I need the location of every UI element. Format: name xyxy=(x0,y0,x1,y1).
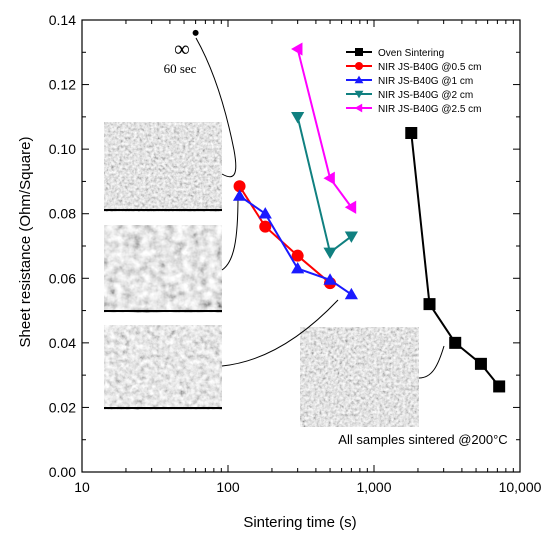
infinity-symbol: ∞ xyxy=(174,36,190,61)
y-tick-label: 0.04 xyxy=(49,335,76,351)
series-line xyxy=(238,185,331,284)
series-line xyxy=(296,116,352,255)
legend-label: NIR JS-B40G @1 cm xyxy=(378,76,473,87)
sec-label: 60 sec xyxy=(164,61,197,76)
x-tick-label: 100 xyxy=(216,479,240,495)
connector-line-1 xyxy=(195,37,237,178)
data-point xyxy=(232,189,247,201)
series-1 xyxy=(233,180,337,290)
x-tick-label: 10,000 xyxy=(499,479,542,495)
sem-image-3 xyxy=(104,325,222,410)
sem-image-4 xyxy=(300,327,419,427)
y-axis-title: Sheet resistance (Ohm/Square) xyxy=(17,137,34,348)
y-tick-label: 0.10 xyxy=(49,141,76,157)
data-point xyxy=(291,262,305,274)
data-point xyxy=(259,220,272,233)
data-point xyxy=(291,42,303,56)
data-point xyxy=(344,231,358,243)
y-tick-label: 0.02 xyxy=(49,399,76,415)
connector-line-3 xyxy=(221,299,339,367)
data-point-60sec xyxy=(192,29,199,36)
y-tick-label: 0.06 xyxy=(49,270,76,286)
series-3 xyxy=(291,112,358,260)
x-tick-label: 10 xyxy=(74,479,90,495)
legend-marker xyxy=(354,103,363,113)
x-axis-title: Sintering time (s) xyxy=(243,514,356,531)
connector-line-2 xyxy=(221,195,239,271)
data-point xyxy=(449,336,462,349)
series-0 xyxy=(405,127,506,393)
data-point xyxy=(233,180,246,193)
series-line xyxy=(296,48,353,208)
y-tick-label: 0.14 xyxy=(49,12,76,28)
data-point xyxy=(344,200,357,214)
sintering-note: All samples sintered @200°C xyxy=(338,432,507,447)
data-point xyxy=(291,249,304,262)
legend-label: NIR JS-B40G @0.5 cm xyxy=(378,62,482,73)
connector-line-4 xyxy=(418,345,445,379)
data-point xyxy=(423,298,436,311)
data-point xyxy=(344,287,358,300)
y-tick-label: 0.00 xyxy=(49,464,76,480)
data-point xyxy=(323,273,337,285)
sem-image-2 xyxy=(104,225,222,313)
data-point xyxy=(291,112,305,124)
data-point xyxy=(493,380,506,393)
data-point xyxy=(405,127,418,139)
sem-image-1 xyxy=(104,122,222,212)
legend-label: NIR JS-B40G @2 cm xyxy=(378,90,473,101)
legend-marker xyxy=(355,62,363,70)
legend-marker xyxy=(354,75,364,84)
data-point xyxy=(323,247,337,260)
data-point xyxy=(258,207,272,219)
series-2 xyxy=(232,189,358,300)
data-point xyxy=(474,357,487,370)
y-tick-label: 0.08 xyxy=(49,206,76,222)
legend: Oven Sintering NIR JS-B40G @0.5 cm NIR JS-… xyxy=(346,48,482,115)
y-tick-label: 0.12 xyxy=(49,77,76,93)
legend-label: Oven Sintering xyxy=(378,48,444,59)
x-tick-label: 1,000 xyxy=(356,479,391,495)
data-point xyxy=(323,171,335,185)
legend-marker xyxy=(354,90,364,99)
legend-marker xyxy=(355,48,363,56)
legend-label: NIR JS-B40G @2.5 cm xyxy=(378,104,482,115)
series-4 xyxy=(291,42,357,214)
